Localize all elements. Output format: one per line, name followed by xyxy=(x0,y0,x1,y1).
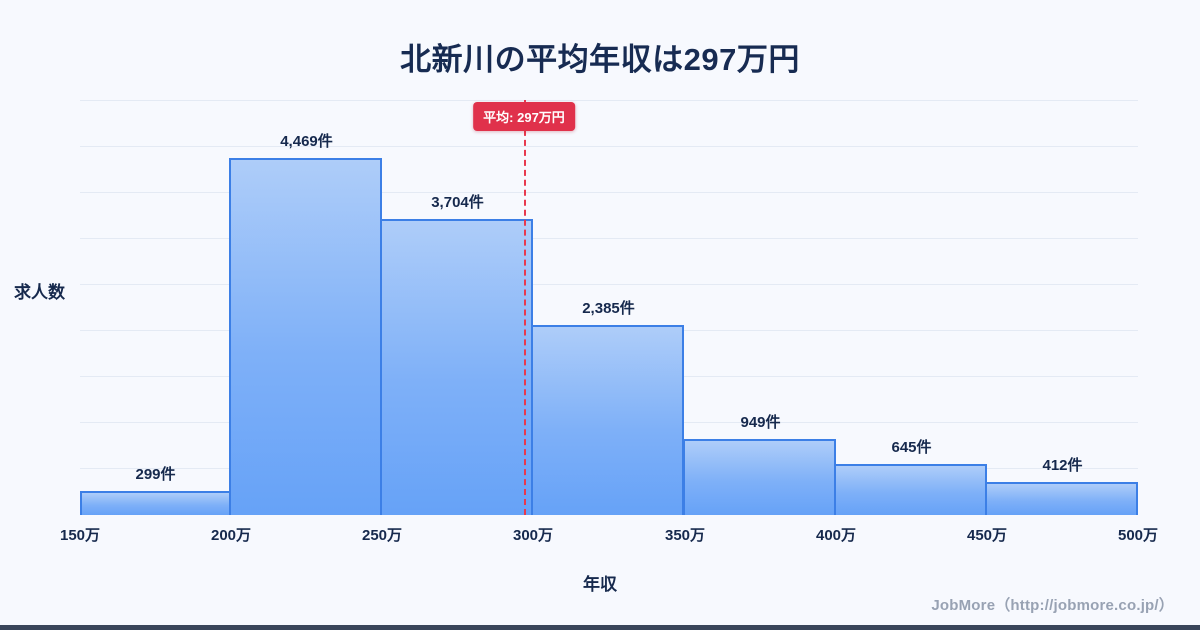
histogram-bar xyxy=(531,325,684,515)
bar-value-label: 949件 xyxy=(740,414,781,431)
x-tick-label: 350万 xyxy=(664,527,706,544)
x-tick-label: 300万 xyxy=(512,527,554,544)
histogram-bar xyxy=(985,482,1138,515)
histogram-bar xyxy=(683,439,836,515)
histogram-bar xyxy=(229,158,382,515)
chart-title: 北新川の平均年収は297万円 xyxy=(400,42,800,77)
plot-area: 平均: 297万円 299件 4,469件 3,704件 2,385件 949件 645件… xyxy=(80,100,1138,515)
x-tick-label: 150万 xyxy=(59,527,101,544)
histogram-bar xyxy=(834,464,987,515)
bottom-accent-bar xyxy=(0,625,1200,630)
x-tick-label: 250万 xyxy=(361,527,403,544)
histogram-bar xyxy=(380,219,533,515)
x-axis-ticks: 150万 200万 250万 300万 350万 400万 450万 500万 xyxy=(60,524,1158,544)
x-tick-label: 500万 xyxy=(1117,527,1159,544)
histogram-bar xyxy=(80,491,231,515)
footer-credit: JobMore（http://jobmore.co.jp/） xyxy=(931,597,1174,614)
bar-value-label: 3,704件 xyxy=(431,194,484,211)
x-tick-label: 200万 xyxy=(210,527,252,544)
x-tick-label: 400万 xyxy=(815,527,857,544)
bar-value-label: 299件 xyxy=(135,466,176,483)
average-line xyxy=(524,100,526,515)
average-badge: 平均: 297万円 xyxy=(473,102,575,131)
bar-value-label: 412件 xyxy=(1042,457,1083,474)
bar-value-label: 4,469件 xyxy=(280,133,333,150)
x-axis-label: 年収 xyxy=(583,575,617,594)
bar-value-label: 645件 xyxy=(891,439,932,456)
y-axis-label: 求人数 xyxy=(14,283,65,302)
x-tick-label: 450万 xyxy=(966,527,1008,544)
bar-value-label: 2,385件 xyxy=(582,300,635,317)
